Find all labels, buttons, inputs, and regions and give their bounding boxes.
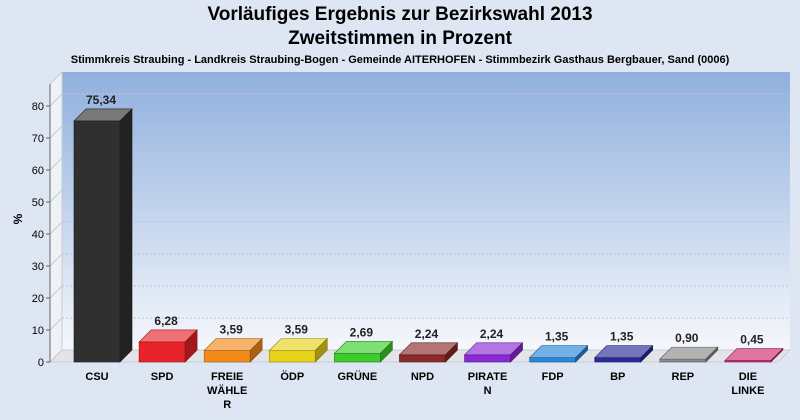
bar-side (770, 347, 784, 363)
y-tick-label: 10 (32, 325, 44, 337)
x-tick-label: BP (610, 371, 625, 383)
y-tick-label: 30 (32, 261, 44, 273)
bar-front (73, 120, 121, 363)
data-label: 2,24 (480, 327, 504, 341)
data-label: 75,34 (86, 93, 116, 107)
bar-side (575, 344, 588, 363)
x-tick-label-line: N (484, 385, 492, 397)
x-tick-label-line: FDP (542, 371, 564, 383)
y-tick-label: 40 (32, 229, 44, 241)
bar-front (659, 358, 707, 363)
y-tick-label: 80 (32, 101, 44, 113)
x-tick-label-line: FREIE (211, 371, 243, 383)
bar (659, 346, 719, 363)
x-tick-label-line: REP (672, 371, 695, 383)
bar (724, 347, 784, 363)
y-tick-label: 20 (32, 293, 44, 305)
x-tick-label: ÖDP (280, 370, 304, 383)
data-label: 3,59 (285, 323, 309, 337)
data-label: 2,24 (415, 327, 439, 341)
x-tick-label-line: BP (610, 371, 625, 383)
y-tick-label: 50 (32, 197, 44, 209)
bar (528, 344, 589, 363)
bar-side (510, 342, 523, 363)
chart-subtitle: Zweitstimmen in Prozent (288, 28, 512, 49)
chart-title: Vorläufiges Ergebnis zur Bezirkswahl 201… (207, 4, 593, 25)
x-tick-label-line: GRÜNE (337, 370, 377, 383)
bar (594, 344, 654, 363)
bar (203, 337, 263, 363)
bar-front (594, 357, 642, 363)
data-label: 0,45 (740, 333, 764, 347)
data-label: 0,90 (675, 331, 699, 345)
data-label: 2,69 (350, 325, 374, 339)
bar-front (138, 341, 186, 363)
chart-caption: Stimmkreis Straubing - Landkreis Straubi… (70, 54, 730, 66)
x-tick-label-line: R (223, 399, 231, 411)
plot-background (62, 72, 790, 352)
data-label: 3,59 (220, 323, 244, 337)
bar-side (705, 346, 719, 363)
gridline-diagonal (49, 221, 63, 235)
x-tick-label: DIE LINKE (731, 371, 764, 397)
gridline-diagonal (49, 157, 63, 171)
bar-side (249, 337, 263, 363)
bar-front (399, 354, 446, 363)
x-tick-label-line: CSU (85, 371, 108, 383)
bar (138, 329, 198, 363)
x-tick-label: PIRATE N (468, 371, 508, 397)
bar (333, 340, 394, 363)
data-label: 1,35 (610, 330, 634, 344)
x-tick-label-line: LINKE (731, 385, 764, 397)
gridline-diagonal (49, 125, 63, 139)
gridline-diagonal (49, 253, 63, 267)
bar (463, 342, 524, 363)
bar-side (380, 340, 393, 363)
bar-side (640, 344, 654, 363)
y-tick-label: 60 (32, 165, 44, 177)
bar-front (464, 354, 511, 363)
bar-side (119, 108, 133, 363)
x-tick-label: NPD (411, 371, 434, 383)
x-tick-label: CSU (85, 371, 108, 383)
plot-side-wall (49, 70, 63, 364)
bar-front (268, 350, 316, 363)
bar (268, 337, 328, 363)
y-axis-label: % (11, 213, 25, 224)
y-tick-label: 0 (38, 357, 44, 369)
bar-front (529, 357, 576, 363)
bar (73, 108, 133, 363)
gridline-diagonal (49, 285, 63, 299)
gridline-diagonal (49, 93, 63, 107)
gridline-diagonal (49, 189, 63, 203)
data-label: 1,35 (545, 330, 569, 344)
bar-side (445, 342, 458, 363)
x-tick-label-line: WÄHLE (207, 384, 247, 397)
x-tick-label: SPD (151, 371, 174, 383)
x-tick-label: FREIE WÄHLE R (207, 371, 247, 411)
y-tick-label: 70 (32, 133, 44, 145)
bar-side (184, 329, 198, 363)
bar-side (314, 337, 328, 363)
gridline-diagonal (49, 317, 63, 331)
x-tick-label: FDP (542, 371, 564, 383)
data-label: 6,28 (154, 314, 178, 328)
x-tick-label: REP (672, 371, 695, 383)
x-tick-label-line: ÖDP (280, 370, 304, 383)
x-tick-label-line: SPD (151, 371, 174, 383)
bar-front (334, 353, 381, 363)
bar-front (203, 350, 251, 363)
x-tick-label-line: DIE (739, 371, 757, 383)
x-tick-label: GRÜNE (337, 370, 377, 383)
x-tick-label-line: NPD (411, 371, 434, 383)
bar (398, 342, 459, 363)
x-tick-label-line: PIRATE (468, 371, 508, 383)
